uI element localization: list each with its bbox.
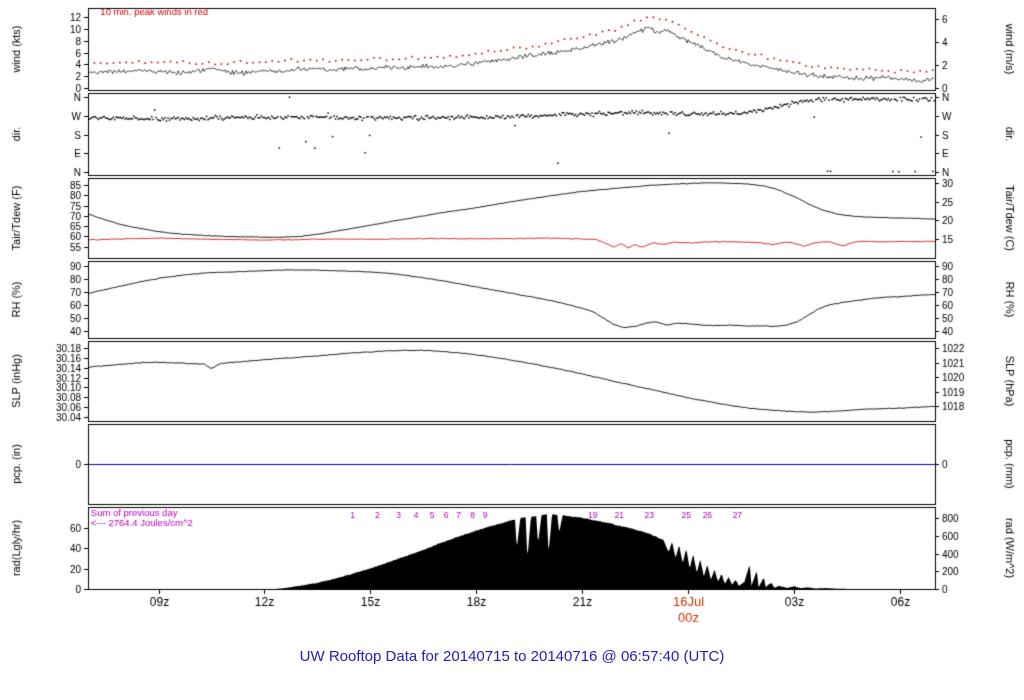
figure-title: UW Rooftop Data for 20140715 to 20140716… [299, 648, 725, 665]
